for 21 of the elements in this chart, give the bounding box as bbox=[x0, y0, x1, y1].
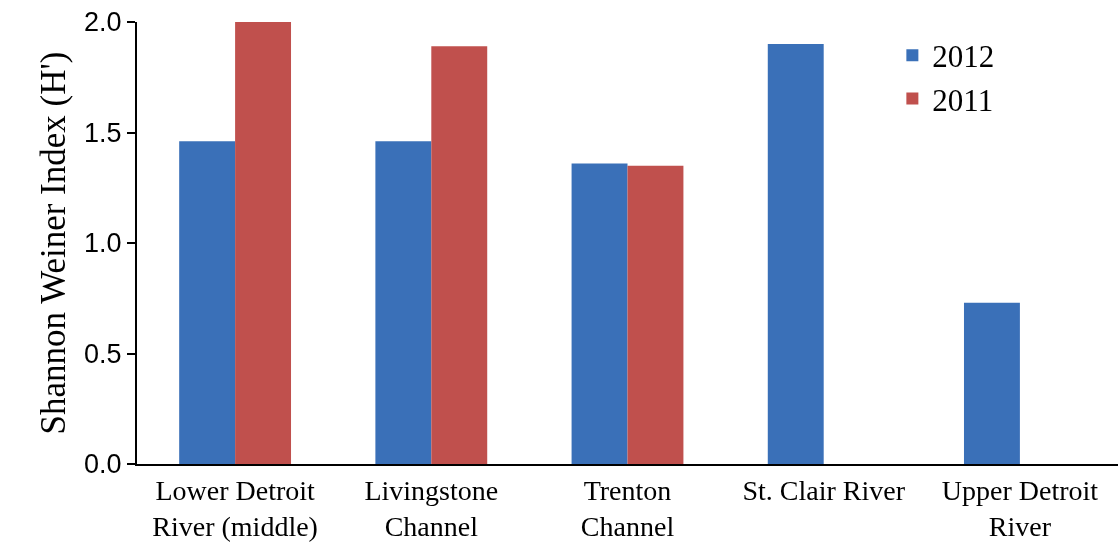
bar bbox=[767, 44, 824, 464]
bar bbox=[963, 302, 1020, 464]
x-tick-label: Lower Detroit River (middle) bbox=[152, 474, 318, 542]
y-tick-label: 1.5 bbox=[84, 117, 122, 148]
x-tick-label: Upper Detroit River bbox=[941, 474, 1099, 542]
bar bbox=[375, 141, 432, 464]
bar bbox=[235, 22, 292, 464]
bar bbox=[431, 46, 488, 464]
bar bbox=[179, 141, 236, 464]
x-tick-label: Livingstone Channel bbox=[364, 474, 499, 542]
y-tick-label: 2.0 bbox=[84, 7, 122, 38]
y-tick-label: 1.0 bbox=[84, 228, 122, 259]
x-tick-label: Trenton Channel bbox=[580, 474, 675, 542]
legend-label: 2011 bbox=[932, 82, 994, 118]
y-axis-title: Shannon Weiner Index (H') bbox=[33, 51, 73, 435]
y-tick-label: 0.5 bbox=[84, 338, 122, 369]
y-tick-label: 0.0 bbox=[84, 449, 122, 480]
legend-label: 2012 bbox=[932, 39, 995, 75]
x-tick-label: St. Clair River bbox=[742, 474, 906, 506]
bar bbox=[571, 163, 628, 464]
bar bbox=[627, 165, 684, 464]
